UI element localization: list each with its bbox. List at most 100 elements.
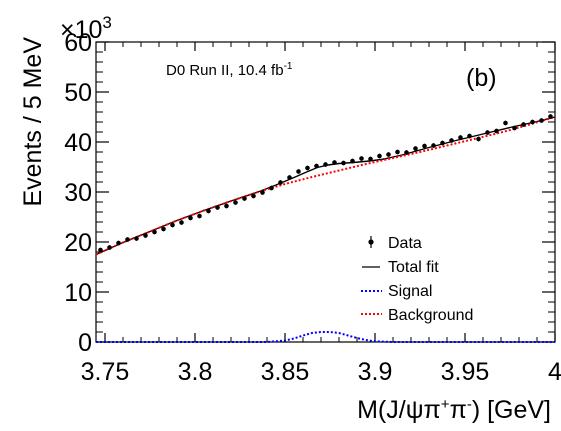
data-point (296, 169, 301, 174)
data-point (440, 140, 445, 146)
data-point (512, 125, 517, 131)
data-point (530, 119, 535, 125)
y-tick-label: 60 (64, 29, 92, 57)
data-point (521, 122, 526, 127)
data-point-marker (125, 237, 130, 242)
data-point-marker (512, 125, 517, 131)
y-tick-label: 50 (64, 79, 92, 107)
data-points (98, 114, 553, 253)
series-background-line (95, 116, 556, 256)
data-point (350, 158, 355, 164)
data-point-marker (287, 175, 292, 180)
data-point (458, 135, 463, 140)
data-point-marker (269, 185, 274, 191)
data-point (503, 120, 508, 126)
legend-entry-total-fit: Total fit (362, 259, 439, 276)
data-point (233, 200, 238, 205)
data-point-marker (233, 200, 238, 205)
data-point (386, 152, 391, 157)
data-point (323, 162, 328, 167)
data-point (260, 190, 265, 195)
y-tick-label: 0 (78, 329, 92, 357)
data-point-marker (296, 169, 301, 174)
data-point-marker (260, 190, 265, 195)
data-point-marker (179, 220, 184, 225)
data-point-marker (224, 203, 229, 209)
data-point (476, 136, 481, 142)
data-point-marker (161, 226, 166, 232)
y-tick-label: 30 (64, 179, 92, 207)
data-point (206, 208, 211, 214)
data-point-marker (206, 208, 211, 214)
data-point (413, 146, 418, 151)
data-point (422, 143, 427, 149)
data-point-marker (215, 205, 220, 210)
data-point (269, 185, 274, 191)
data-point (431, 143, 436, 148)
data-point-marker (530, 119, 535, 125)
data-point (197, 213, 202, 219)
data-point-marker (368, 156, 373, 162)
panel-label: (b) (466, 64, 497, 92)
data-point (449, 138, 454, 143)
data-point (188, 215, 193, 221)
y-multiplier: ×103 (60, 13, 112, 44)
data-point-marker (305, 165, 310, 171)
data-point-marker (422, 143, 427, 149)
data-point (116, 240, 121, 246)
x-tick-label: 3.9 (358, 358, 393, 386)
data-point-marker (107, 245, 112, 250)
data-point (242, 196, 247, 201)
data-point-marker (404, 150, 409, 155)
y-axis-ticks: 0 10 20 30 40 50 60 (64, 29, 555, 357)
data-point-marker (413, 146, 418, 151)
data-point (152, 229, 157, 235)
data-point-marker (242, 196, 247, 201)
data-point-marker (521, 122, 526, 127)
data-point-marker (440, 140, 445, 146)
legend-label-total-fit: Total fit (388, 259, 439, 276)
data-point-marker (278, 180, 283, 185)
data-point-marker (431, 143, 436, 148)
x-axis-label: M(J/ψπ+π-) [GeV] (357, 396, 551, 424)
data-point-marker (539, 118, 544, 123)
data-point (494, 128, 499, 134)
legend-entry-background: Background (361, 307, 473, 324)
data-point-marker (350, 158, 355, 164)
data-point (314, 163, 319, 169)
data-point-marker (116, 240, 121, 246)
data-point (368, 156, 373, 162)
x-tick-label: 4 (548, 358, 561, 386)
data-point (161, 226, 166, 232)
legend-entry-data: Data (368, 235, 422, 252)
x-tick-label: 3.8 (178, 358, 213, 386)
legend-label-background: Background (388, 307, 473, 324)
data-point-marker (143, 233, 148, 238)
data-point (98, 247, 103, 253)
series-total-fit-line (95, 116, 556, 256)
legend-label-data: Data (388, 235, 422, 252)
x-axis-ticks: 3.75 3.8 3.85 3.9 3.95 4 (81, 42, 561, 386)
x-tick-label: 3.75 (81, 358, 130, 386)
data-point-marker (170, 222, 175, 228)
data-point (305, 165, 310, 171)
data-point (377, 153, 382, 159)
data-point (548, 114, 553, 119)
data-point (134, 236, 139, 241)
data-point-marker (314, 163, 319, 169)
legend: Data Total fit Signal Background (361, 235, 473, 324)
data-point (404, 150, 409, 155)
data-point-marker (188, 215, 193, 221)
data-point-marker (323, 162, 328, 167)
data-point (278, 180, 283, 185)
data-point (539, 118, 544, 123)
series-signal-line (96, 331, 555, 343)
data-point (251, 193, 256, 199)
data-point-marker (386, 152, 391, 157)
data-point (143, 233, 148, 238)
data-point-marker (458, 135, 463, 140)
data-point (215, 205, 220, 210)
data-point (341, 160, 346, 166)
experiment-label: D0 Run II, 10.4 fb-1 (166, 61, 293, 79)
